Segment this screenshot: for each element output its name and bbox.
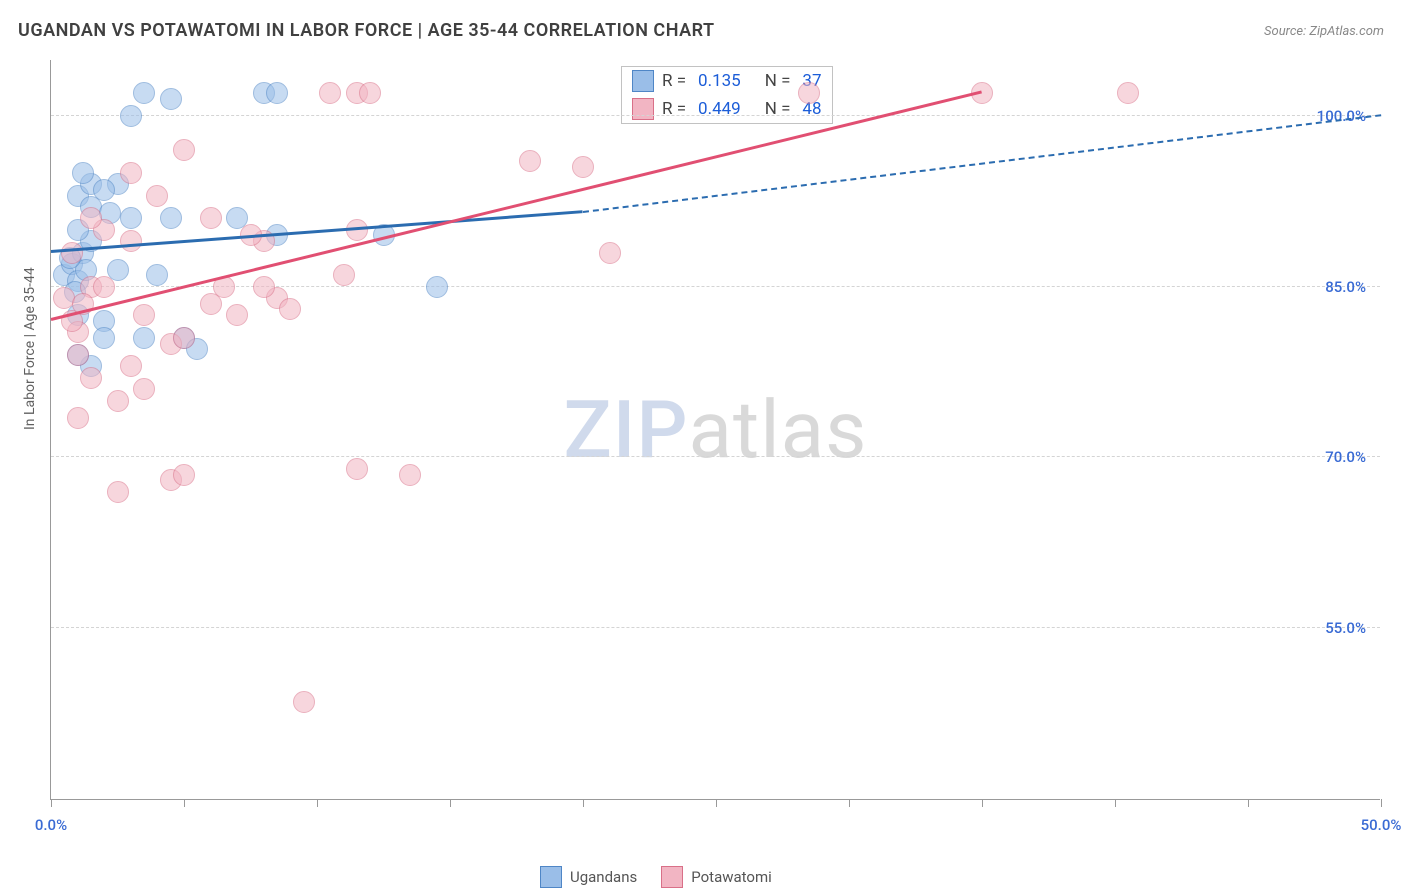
- data-point-potawatomi: [120, 355, 142, 377]
- data-point-ugandans: [266, 82, 288, 104]
- data-point-potawatomi: [93, 276, 115, 298]
- data-point-potawatomi: [798, 82, 820, 104]
- data-point-potawatomi: [226, 304, 248, 326]
- data-point-potawatomi: [359, 82, 381, 104]
- data-point-potawatomi: [133, 304, 155, 326]
- chart-title: UGANDAN VS POTAWATOMI IN LABOR FORCE | A…: [18, 20, 715, 41]
- data-point-potawatomi: [253, 276, 275, 298]
- x-tick: [1248, 799, 1249, 807]
- data-point-potawatomi: [67, 407, 89, 429]
- data-point-potawatomi: [173, 327, 195, 349]
- x-tick: [450, 799, 451, 807]
- gridline-h: [51, 115, 1380, 116]
- x-tick: [184, 799, 185, 807]
- x-tick: [716, 799, 717, 807]
- data-point-ugandans: [426, 276, 448, 298]
- data-point-ugandans: [120, 207, 142, 229]
- data-point-potawatomi: [333, 264, 355, 286]
- n-label: N =: [765, 99, 791, 119]
- r-label: R =: [662, 99, 686, 119]
- data-point-ugandans: [160, 88, 182, 110]
- data-point-potawatomi: [200, 207, 222, 229]
- data-point-potawatomi: [120, 162, 142, 184]
- data-point-potawatomi: [67, 344, 89, 366]
- data-point-ugandans: [93, 327, 115, 349]
- source-label: Source: ZipAtlas.com: [1264, 24, 1384, 39]
- data-point-ugandans: [72, 162, 94, 184]
- data-point-potawatomi: [107, 390, 129, 412]
- data-point-potawatomi: [1117, 82, 1139, 104]
- swatch-ugandans: [540, 866, 562, 888]
- data-point-potawatomi: [61, 242, 83, 264]
- data-point-ugandans: [146, 264, 168, 286]
- r-value-potawatomi: 0.449: [698, 99, 741, 119]
- data-point-ugandans: [160, 207, 182, 229]
- x-tick: [583, 799, 584, 807]
- gridline-h: [51, 456, 1380, 457]
- x-tick: [982, 799, 983, 807]
- swatch-potawatomi: [661, 866, 683, 888]
- x-tick-label: 0.0%: [35, 816, 67, 834]
- data-point-potawatomi: [279, 298, 301, 320]
- x-tick: [51, 799, 52, 807]
- x-tick: [317, 799, 318, 807]
- data-point-potawatomi: [346, 458, 368, 480]
- data-point-potawatomi: [572, 156, 594, 178]
- data-point-ugandans: [120, 105, 142, 127]
- data-point-potawatomi: [399, 464, 421, 486]
- data-point-potawatomi: [107, 481, 129, 503]
- gridline-h: [51, 286, 1380, 287]
- legend-label-ugandans: Ugandans: [570, 868, 637, 886]
- legend-item-potawatomi: Potawatomi: [661, 866, 772, 888]
- y-tick-label: 70.0%: [1325, 448, 1366, 466]
- r-label: R =: [662, 71, 686, 91]
- swatch-potawatomi: [632, 98, 654, 120]
- trend-line: [583, 114, 1381, 213]
- r-value-ugandans: 0.135: [698, 71, 741, 91]
- data-point-potawatomi: [120, 230, 142, 252]
- x-tick: [1381, 799, 1382, 807]
- x-tick: [849, 799, 850, 807]
- data-point-potawatomi: [173, 464, 195, 486]
- y-tick-label: 55.0%: [1325, 619, 1366, 637]
- plot-area: ZIPatlas R = 0.135 N = 37 R = 0.449 N = …: [50, 60, 1380, 800]
- swatch-ugandans: [632, 70, 654, 92]
- data-point-potawatomi: [599, 242, 621, 264]
- y-tick-label: 85.0%: [1325, 278, 1366, 296]
- watermark: ZIPatlas: [564, 383, 868, 477]
- data-point-potawatomi: [80, 367, 102, 389]
- legend-item-ugandans: Ugandans: [540, 866, 637, 888]
- legend-label-potawatomi: Potawatomi: [691, 868, 772, 886]
- x-tick: [1115, 799, 1116, 807]
- data-point-potawatomi: [293, 691, 315, 713]
- data-point-potawatomi: [80, 207, 102, 229]
- data-point-potawatomi: [319, 82, 341, 104]
- watermark-atlas: atlas: [689, 383, 868, 477]
- data-point-ugandans: [133, 82, 155, 104]
- data-point-potawatomi: [519, 150, 541, 172]
- n-label: N =: [765, 71, 791, 91]
- y-axis-title: In Labor Force | Age 35-44: [22, 267, 38, 430]
- data-point-ugandans: [133, 327, 155, 349]
- data-point-potawatomi: [133, 378, 155, 400]
- data-point-potawatomi: [173, 139, 195, 161]
- x-tick-label: 50.0%: [1361, 816, 1402, 834]
- gridline-h: [51, 627, 1380, 628]
- correlation-chart: UGANDAN VS POTAWATOMI IN LABOR FORCE | A…: [0, 0, 1406, 892]
- series-legend: Ugandans Potawatomi: [540, 866, 772, 888]
- watermark-zip: ZIP: [564, 383, 689, 477]
- data-point-potawatomi: [146, 185, 168, 207]
